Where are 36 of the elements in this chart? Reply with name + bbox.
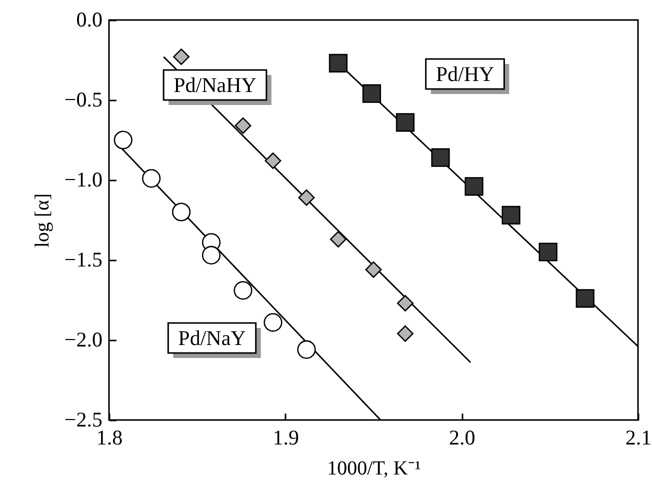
point [431, 148, 450, 167]
y-axis-title: log [α] [31, 193, 54, 248]
point [330, 230, 346, 248]
y-tick-label: −0.5 [64, 88, 102, 112]
point [202, 246, 221, 264]
point [114, 130, 132, 150]
point [264, 313, 282, 332]
y-tick-label: 0.0 [76, 8, 102, 32]
point [397, 294, 414, 312]
point [173, 48, 190, 66]
point [298, 189, 315, 206]
y-tick-label: −1.5 [64, 248, 102, 272]
annotation: Pd/HY [436, 62, 494, 86]
point [464, 177, 484, 196]
point [172, 202, 191, 222]
point [576, 289, 594, 308]
y-tick-label: −2.0 [64, 328, 102, 352]
point [264, 152, 282, 170]
point [142, 169, 161, 188]
point [538, 242, 558, 262]
x-tick-label: 2.0 [449, 426, 476, 450]
x-tick-label: 2.1 [625, 426, 652, 450]
point [297, 340, 316, 359]
point [328, 54, 348, 73]
y-tick-label: −1.0 [64, 168, 102, 192]
point [502, 206, 520, 225]
x-axis-title: 1000/T, K⁻¹ [327, 458, 421, 480]
point [234, 117, 252, 134]
annotation: Pd/NaY [178, 326, 246, 350]
point [234, 281, 252, 300]
x-tick-label: 1.9 [272, 426, 299, 450]
point [365, 261, 382, 278]
point [396, 113, 415, 132]
point [397, 325, 414, 342]
point [362, 84, 382, 103]
annotation: Pd/NaHY [174, 73, 256, 97]
